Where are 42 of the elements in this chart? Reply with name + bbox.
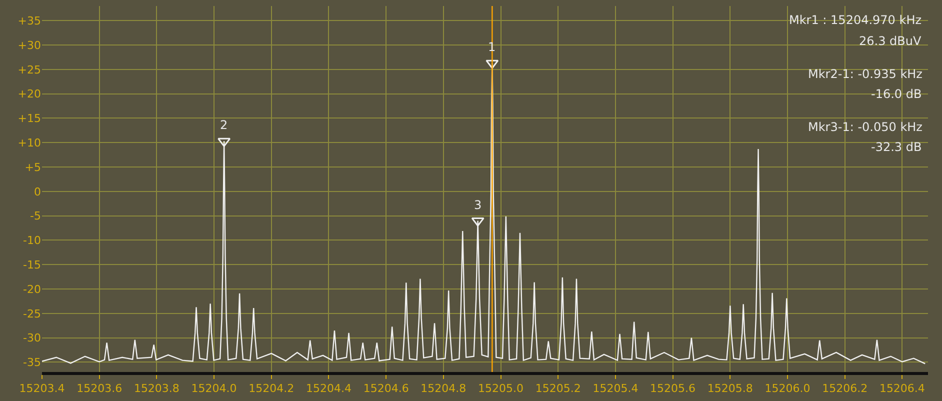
y-tick-label: +15	[18, 112, 41, 126]
x-tick-label: 15205.2	[535, 382, 581, 396]
x-tick-label: 15204.2	[248, 382, 294, 396]
annotation: 26.3 dBuV	[859, 34, 922, 48]
x-tick-label: 15204.8	[420, 382, 466, 396]
point	[486, 60, 499, 69]
annotation: -32.3 dB	[871, 140, 922, 154]
annotation: 2	[220, 118, 228, 132]
point	[471, 217, 484, 226]
y-tick-label: -15	[23, 258, 41, 272]
x-tick-label: 15205.8	[707, 382, 753, 396]
x-tick-label: 15203.8	[134, 382, 180, 396]
y-tick-label: +30	[18, 38, 41, 52]
y-tick-label: 0	[34, 185, 41, 198]
x-tick-label: 15204.6	[363, 382, 409, 396]
x-tick-label: 15205.4	[592, 382, 638, 396]
y-tick-label: -35	[23, 356, 41, 370]
x-tick-label: 15206.2	[822, 382, 868, 396]
y-tick-label: +25	[18, 63, 41, 76]
x-tick-label: 15203.4	[19, 382, 65, 396]
x-tick-label: 15204.4	[306, 382, 352, 396]
x-tick-label: 15203.6	[76, 382, 122, 396]
y-tick-label: -20	[23, 282, 41, 296]
y-tick-label: +20	[18, 88, 41, 101]
x-tick-label: 15205.0	[478, 382, 524, 396]
x-tick-label: 15206.4	[879, 382, 925, 396]
x-tick-label: 15204.0	[191, 382, 237, 396]
y-tick-label: +35	[18, 14, 41, 28]
annotation: Mkr1 : 15204.970 kHz	[789, 13, 922, 27]
annotation: -16.0 dB	[871, 87, 922, 101]
y-tick-label: +5	[24, 160, 41, 174]
annotation: Mkr3-1: -0.050 kHz	[808, 120, 922, 134]
point	[218, 138, 231, 147]
annotation: 3	[474, 198, 482, 212]
y-tick-label: -30	[23, 332, 41, 345]
y-tick-label: -10	[23, 234, 41, 248]
x-tick-label: 15205.6	[650, 382, 696, 396]
annotation: Mkr2-1: -0.935 kHz	[808, 67, 922, 81]
y-tick-label: -25	[23, 307, 41, 320]
y-tick-label: -5	[30, 210, 41, 223]
x-tick-label: 15206.0	[764, 382, 810, 396]
y-tick-label: +10	[18, 136, 41, 150]
